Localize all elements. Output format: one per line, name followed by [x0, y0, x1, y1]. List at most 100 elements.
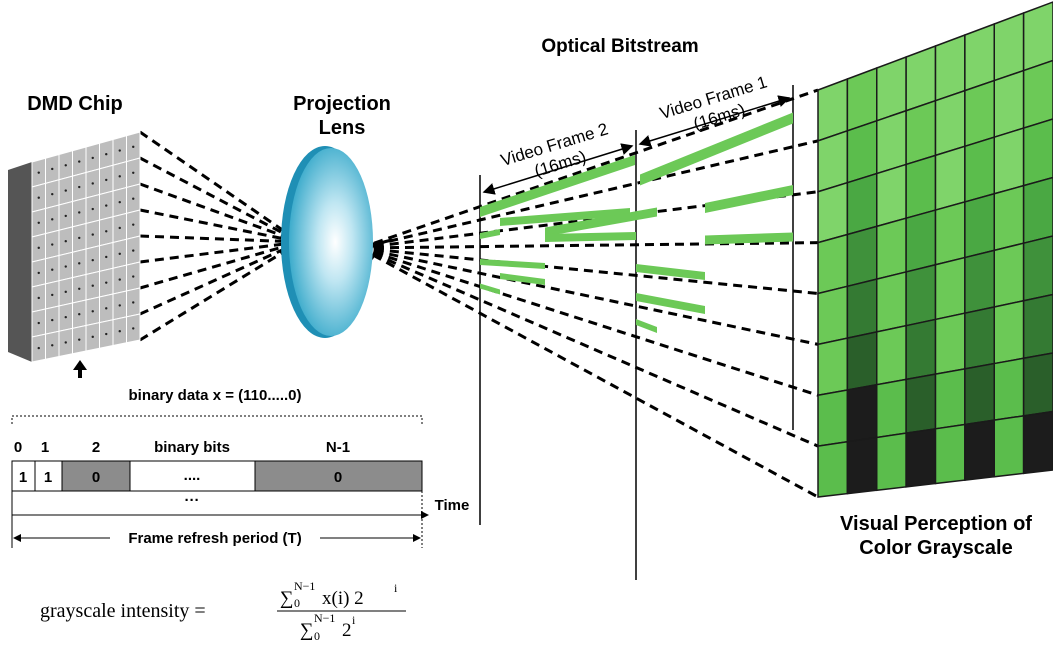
screen-cell: [993, 184, 1025, 252]
bit-pulse: [636, 264, 705, 280]
label: Color Grayscale: [859, 537, 1012, 559]
screen-cell: [846, 172, 878, 236]
mirror-dot: [118, 226, 121, 230]
screen-cell: [1022, 118, 1053, 187]
mirror-dot: [64, 214, 67, 218]
screen-cell: [964, 79, 995, 148]
screen-cell: [905, 373, 937, 435]
mirror-dot: [78, 160, 81, 163]
mirror-dot: [37, 271, 40, 275]
bit-pulse: [480, 259, 545, 269]
screen-cell: [876, 109, 907, 175]
screen-cell: [846, 383, 878, 443]
mirror-dot: [132, 197, 135, 200]
mirror-dot: [51, 293, 54, 297]
beam: [359, 246, 819, 346]
screen-cell: [905, 263, 937, 327]
mirror-dot: [64, 290, 67, 294]
bit-pulse: [500, 273, 545, 285]
bit-value: 0: [334, 469, 342, 486]
mirror-dot: [132, 145, 135, 149]
period-label: Frame refresh period (T): [128, 530, 301, 547]
mirror-dot: [64, 164, 67, 167]
bit-value: ....: [184, 467, 201, 484]
formula-lower: 0: [294, 596, 300, 610]
screen-cell: [964, 306, 995, 370]
beam: [359, 139, 819, 250]
mirror-dot: [91, 156, 94, 160]
mirror-dot: [118, 330, 121, 333]
formula-term: x(i) 2: [322, 588, 364, 609]
bit-value: 0: [92, 469, 100, 486]
mirror-dot: [105, 332, 108, 336]
screen-cell: [905, 99, 937, 166]
screen-cell: [905, 44, 937, 112]
mirror-dot: [37, 221, 40, 224]
mirror-dot: [51, 243, 54, 246]
mirror-dot: [91, 284, 94, 287]
mirror-dot: [37, 321, 40, 325]
mirror-dot: [105, 204, 108, 207]
screen-cell: [817, 129, 849, 193]
formula: grayscale intensity = ∑ 0 N−1 x(i) 2 i ∑…: [40, 579, 406, 643]
screen-cell: [934, 200, 966, 266]
screen-cell: [1022, 410, 1053, 475]
formula-upper: N−1: [294, 579, 315, 593]
screen-cell: [905, 427, 937, 488]
label: Optical Bitstream: [541, 36, 698, 57]
bit-cell: [129, 460, 256, 492]
mirror-dot: [105, 307, 108, 310]
screen-cell: [876, 217, 907, 281]
bit-index: 0: [14, 439, 22, 456]
screen-cell: [876, 378, 907, 439]
mirror-dot: [78, 338, 81, 341]
beam: [359, 246, 819, 499]
beam: [139, 182, 301, 244]
bit-value: 1: [44, 469, 52, 486]
formula-lower: 0: [314, 629, 320, 643]
beam: [139, 234, 301, 244]
screen-cell: [964, 192, 995, 259]
screen-cell: [846, 225, 878, 288]
screen-cell: [934, 367, 966, 430]
formula-exponent: i: [394, 581, 398, 595]
bracket: [11, 415, 423, 424]
lens: [289, 148, 373, 336]
bit-cell: [61, 460, 131, 492]
mirror-dot: [91, 182, 94, 185]
screen-cell: [846, 119, 878, 184]
beam: [139, 240, 301, 342]
mirror-dot: [78, 236, 81, 240]
beam: [359, 246, 819, 397]
screen-cell: [1022, 352, 1053, 417]
label: Projection: [293, 93, 391, 115]
screen-cell: [1022, 59, 1053, 130]
bit-pulse: [500, 208, 630, 226]
screen-cell: [993, 127, 1025, 195]
mirror-dot: [91, 310, 94, 313]
beam: [139, 156, 301, 244]
bit-pulse: [636, 319, 657, 333]
mirror-dot: [105, 178, 108, 182]
beam: [139, 240, 301, 264]
screen-cell: [964, 249, 995, 315]
screen-cell: [993, 414, 1025, 478]
screen-cell: [1022, 176, 1053, 245]
mirror-dot: [78, 262, 81, 265]
screen-cell: [993, 299, 1025, 365]
bit-pulse: [705, 185, 793, 213]
screen-cell: [964, 419, 995, 481]
mirror-dot: [37, 346, 40, 350]
label: DMD Chip: [27, 93, 123, 115]
mirror-dot: [91, 207, 94, 211]
mirror-dot: [78, 211, 81, 214]
screen-cell: [934, 256, 966, 321]
mirror-dot: [105, 230, 108, 233]
screen-cell: [876, 432, 907, 492]
screen-cell: [905, 154, 937, 220]
bit-value: 1: [19, 469, 27, 486]
screen-cell: [817, 337, 849, 397]
mirror-dot: [51, 218, 54, 221]
mirror-dot: [105, 255, 108, 259]
